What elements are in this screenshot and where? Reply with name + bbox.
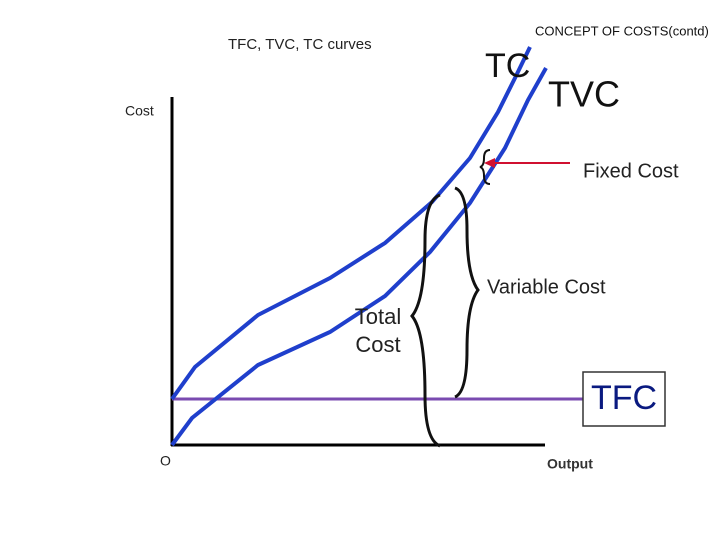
- arrowhead: [484, 158, 495, 168]
- title: CONCEPT OF COSTS(contd): [535, 23, 709, 38]
- total-cost-brace: [410, 193, 441, 448]
- fixed-cost-brace: [479, 149, 491, 185]
- origin-label: O: [160, 453, 171, 469]
- total-cost-label: Total Cost: [354, 304, 402, 357]
- variable-cost-brace: [454, 186, 480, 399]
- tvc-label: TVC: [548, 74, 620, 115]
- tvc-curve: [170, 67, 548, 447]
- y-axis-label: Cost: [125, 103, 154, 119]
- variable-cost-label: Variable Cost: [487, 276, 606, 298]
- fixed-cost-label: Fixed Cost: [583, 160, 679, 182]
- x-axis-label: Output: [547, 456, 593, 472]
- tc-curve: [170, 46, 532, 401]
- subtitle: TFC, TVC, TC curves: [228, 36, 372, 53]
- tc-label: TC: [485, 47, 530, 85]
- tfc-label: TFC: [591, 379, 657, 417]
- tfc-box: [582, 371, 666, 427]
